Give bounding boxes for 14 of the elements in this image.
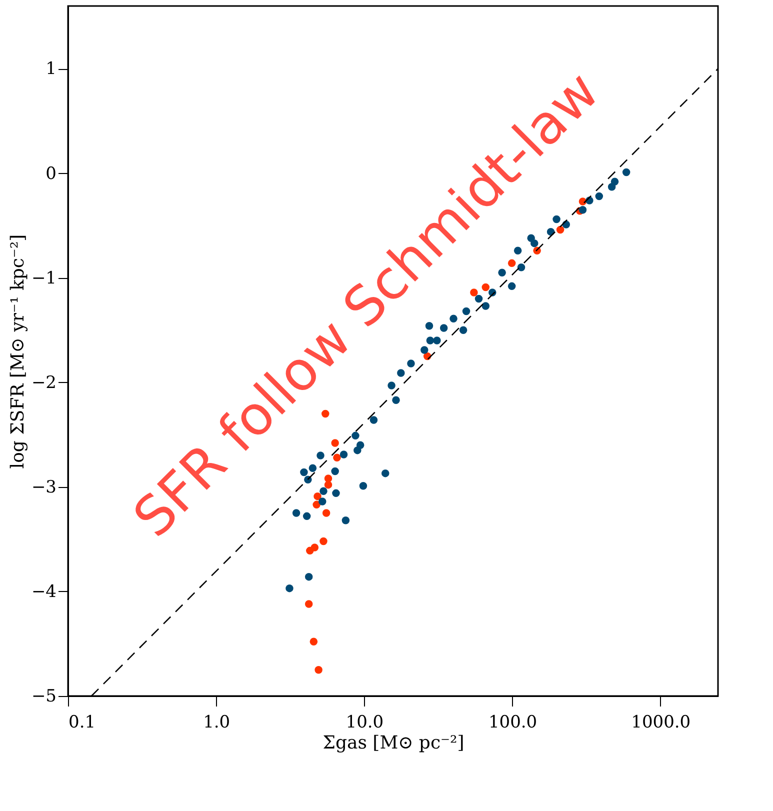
y-tick-label: −4 [31, 582, 56, 602]
x-tick-label: 1.0 [203, 712, 230, 732]
y-tick-label: −3 [31, 477, 56, 498]
y-tick-label: −5 [31, 686, 56, 706]
y-axis-title: log ΣSFR [M⊙ yr⁻¹ kpc⁻²] [7, 234, 28, 469]
y-tick-label: 0 [46, 164, 56, 184]
x-tick-label: 10.0 [346, 712, 384, 732]
y-tick-label: −2 [31, 372, 56, 393]
y-tick-label: 1 [46, 59, 56, 80]
x-tick-label: 1000.0 [631, 712, 691, 732]
x-tick-label: 100.0 [488, 712, 538, 732]
x-axis-title: Σgas [M⊙ pc⁻²] [322, 732, 464, 754]
x-tick-label: 0.1 [68, 712, 96, 732]
y-tick-label: −1 [31, 268, 56, 288]
